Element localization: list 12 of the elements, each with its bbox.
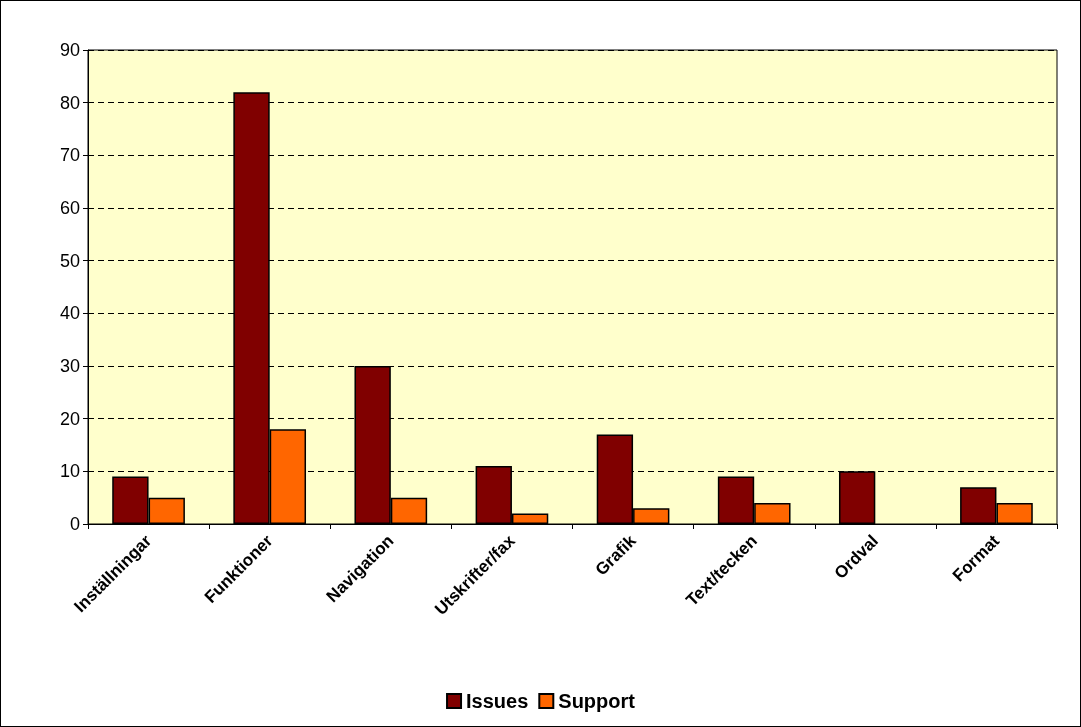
- y-tick-label: 80: [59, 92, 80, 113]
- y-tick-label: 20: [59, 408, 80, 429]
- legend-label: Issues: [466, 690, 529, 712]
- y-tick-label: 60: [59, 198, 80, 218]
- y-tick-label: 10: [59, 461, 80, 482]
- y-tick-label: 40: [59, 303, 80, 324]
- y-tick-label: 50: [59, 250, 80, 271]
- y-tick-label: 70: [59, 145, 80, 166]
- y-tick-label: 90: [59, 40, 80, 60]
- y-tick-label: 0: [69, 514, 80, 534]
- y-tick-label: 30: [59, 356, 80, 376]
- legend-label: Support: [558, 690, 636, 712]
